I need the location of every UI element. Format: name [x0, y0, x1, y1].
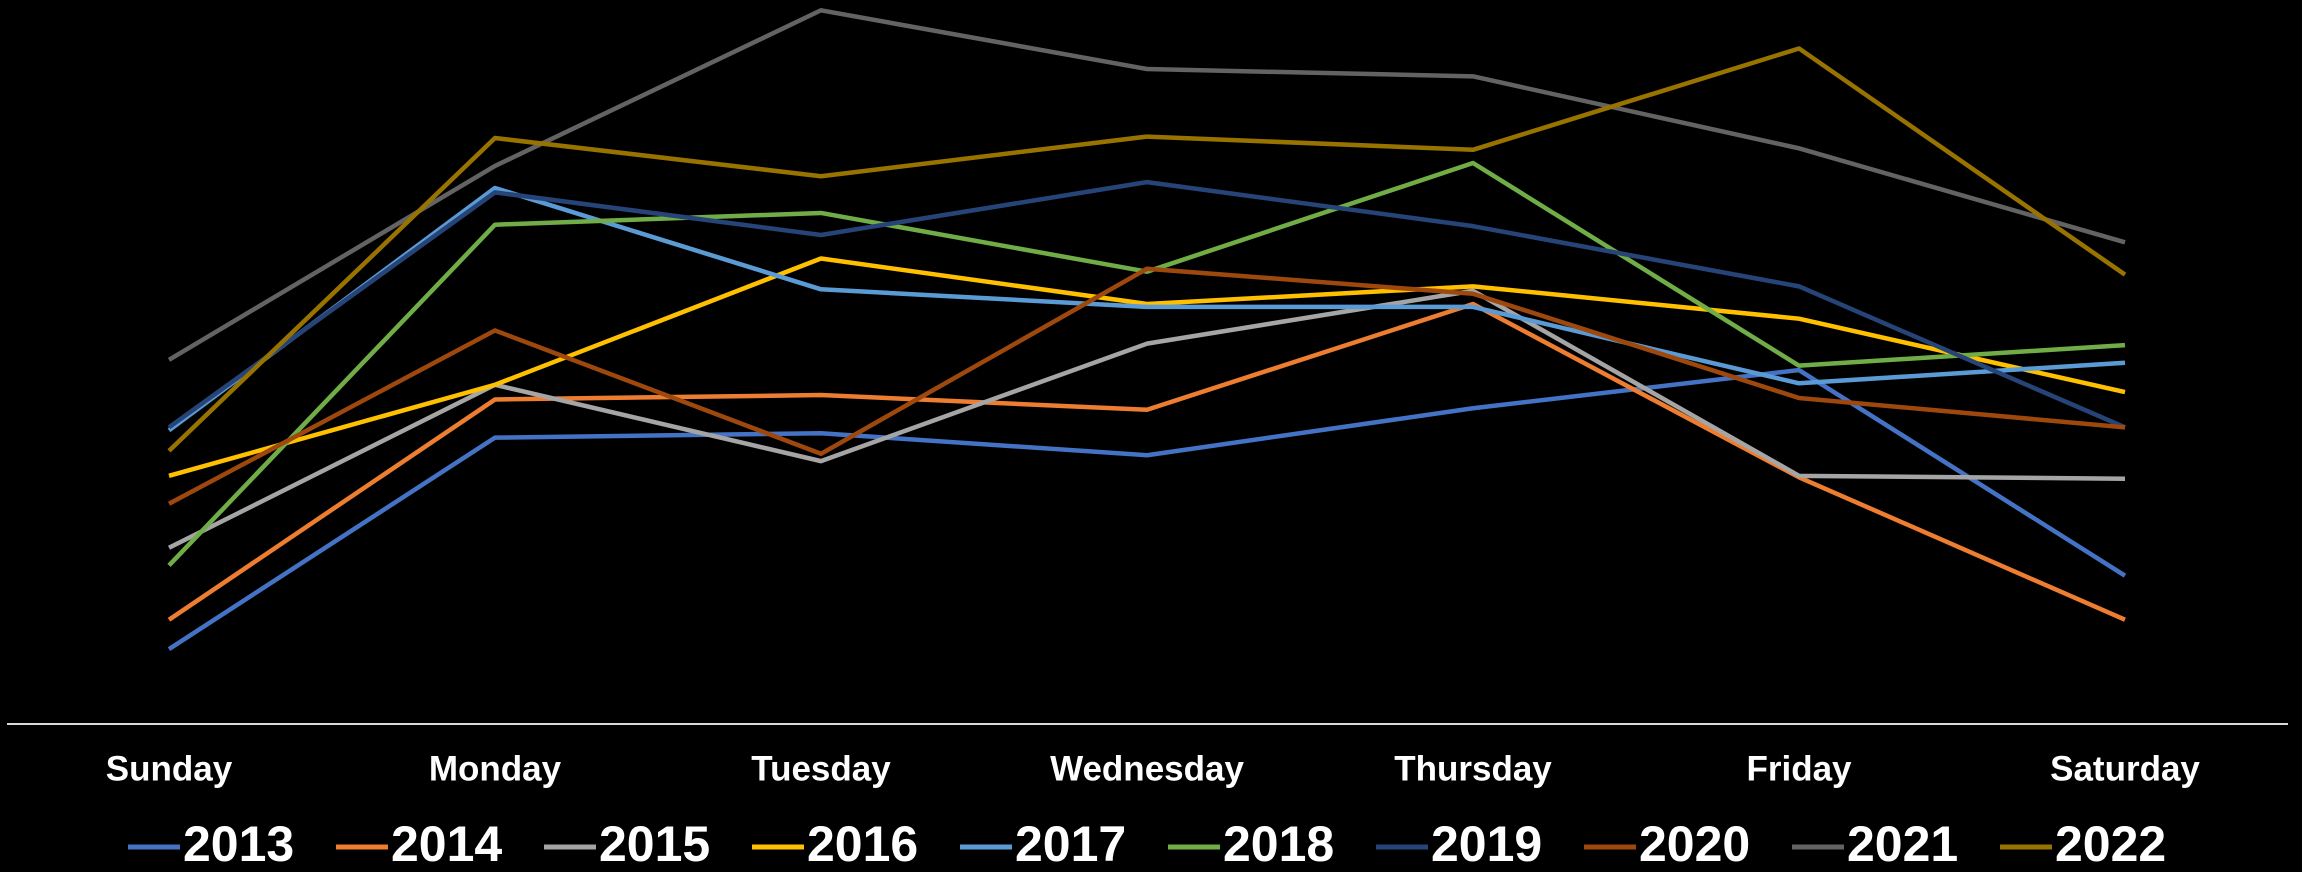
series-line [168, 256, 2126, 478]
x-tick-label: Monday [429, 749, 562, 788]
legend-label: 2016 [807, 816, 918, 872]
legend-label: 2021 [1847, 816, 1958, 872]
legend-label: 2014 [391, 816, 502, 872]
x-tick-label: Tuesday [751, 749, 891, 788]
legend-label: 2022 [2055, 816, 2166, 872]
legend-label: 2020 [1639, 816, 1750, 872]
series-line [167, 46, 2127, 453]
legend-label: 2013 [183, 816, 294, 872]
legend-label: 2017 [1015, 816, 1126, 872]
series-line [167, 367, 2127, 651]
x-tick-label: Saturday [2050, 749, 2200, 788]
x-tick-label: Friday [1746, 749, 1852, 788]
legend-label: 2019 [1431, 816, 1542, 872]
series-line [167, 185, 2126, 433]
x-tick-label: Thursday [1394, 749, 1552, 788]
series-line [167, 160, 2126, 567]
series-line [167, 179, 2126, 430]
series-line [167, 266, 2126, 506]
legend-label: 2018 [1223, 816, 1334, 872]
series-line [167, 8, 2126, 362]
series-line [167, 301, 2126, 622]
legend-label: 2015 [599, 816, 710, 872]
x-tick-label: Sunday [106, 749, 233, 788]
x-tick-label: Wednesday [1050, 749, 1244, 788]
